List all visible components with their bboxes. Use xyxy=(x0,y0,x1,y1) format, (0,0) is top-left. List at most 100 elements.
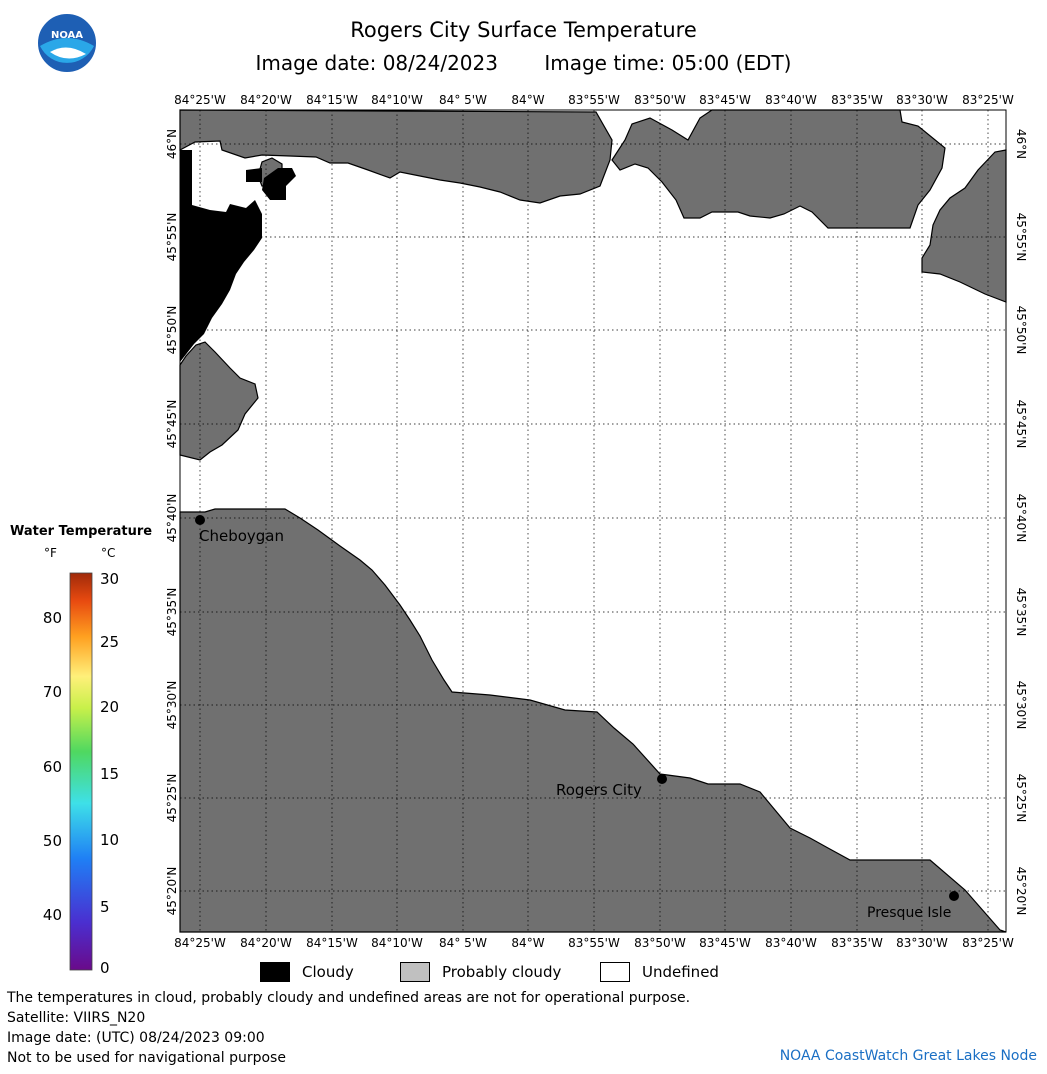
legend-undefined: Undefined xyxy=(600,962,719,982)
city-label: Rogers City xyxy=(556,781,642,799)
legend-label: Undefined xyxy=(642,963,719,981)
lon-label: 84°10'W xyxy=(371,93,423,107)
legend-cloudy: Cloudy xyxy=(260,962,354,982)
colorbar-f-tick: 80 xyxy=(43,609,62,627)
lat-labels-left: 46°N 45°55'N 45°50'N 45°45'N 45°40'N 45°… xyxy=(165,129,179,916)
legend-label: Cloudy xyxy=(302,963,354,981)
lat-label: 45°45'N xyxy=(165,400,179,449)
satellite-text: Satellite: VIIRS_N20 xyxy=(7,1010,146,1026)
map-title: Rogers City Surface Temperature xyxy=(350,18,697,42)
noaa-logo-icon: NOAA xyxy=(36,12,98,74)
land-layer xyxy=(179,109,1007,933)
image-date-label: Image date: 08/24/2023 xyxy=(255,51,498,75)
city-marker-icon xyxy=(949,891,959,901)
lon-label: 83°25'W xyxy=(962,936,1014,950)
lat-label: 45°40'N xyxy=(165,494,179,543)
disclaimer-text: The temperatures in cloud, probably clou… xyxy=(7,990,691,1006)
city-marker-icon xyxy=(657,774,667,784)
land-lower-peninsula xyxy=(179,508,1007,933)
cloud-area xyxy=(180,150,296,362)
land-upper-peninsula xyxy=(179,109,613,204)
lon-labels-top: 84°25'W 84°20'W 84°15'W 84°10'W 84° 5'W … xyxy=(174,93,1014,107)
colorbar-f-tick: 40 xyxy=(43,906,62,924)
land-drummond-east xyxy=(921,149,1007,303)
colorbar-c-ticks: 30 25 20 15 10 5 0 xyxy=(100,570,119,977)
lat-label: 45°25'N xyxy=(1014,774,1028,823)
colorbar-title: Water Temperature xyxy=(10,524,152,539)
city-cheboygan[interactable]: Cheboygan xyxy=(195,515,284,545)
colorbar-c-tick: 15 xyxy=(100,765,119,783)
map-subtitle: Image date: 08/24/2023 Image time: 05:00… xyxy=(0,51,1047,75)
colorbar-f-ticks: 80 70 60 50 40 xyxy=(43,609,62,924)
lon-label: 83°50'W xyxy=(634,93,686,107)
image-time-label: Image time: 05:00 (EDT) xyxy=(544,51,792,75)
legend-swatch-undefined xyxy=(600,962,630,982)
land-bois-blanc-east xyxy=(611,109,946,229)
legend-probably-cloudy: Probably cloudy xyxy=(400,962,561,982)
lat-label: 45°50'N xyxy=(165,306,179,355)
colorbar-c-tick: 25 xyxy=(100,633,119,651)
colorbar-c-tick: 30 xyxy=(100,570,119,588)
lon-label: 83°30'W xyxy=(896,936,948,950)
colorbar-unit-f: °F xyxy=(44,546,57,560)
colorbar-f-tick: 60 xyxy=(43,758,62,776)
colorbar-c-tick: 10 xyxy=(100,831,119,849)
city-rogers-city[interactable]: Rogers City xyxy=(556,774,667,799)
lon-label: 83°40'W xyxy=(765,936,817,950)
lon-label: 83°25'W xyxy=(962,93,1014,107)
colorbar-c-tick: 5 xyxy=(100,898,110,916)
lon-label: 84° 5'W xyxy=(439,936,487,950)
lat-label: 46°N xyxy=(165,129,179,159)
lat-label: 45°55'N xyxy=(165,213,179,262)
lat-label: 45°30'N xyxy=(1014,681,1028,730)
lon-label: 83°40'W xyxy=(765,93,817,107)
land-bois-blanc-island xyxy=(179,341,259,461)
colorbar-c-tick: 20 xyxy=(100,698,119,716)
colorbar-unit-c: °C xyxy=(101,546,115,560)
legend-label: Probably cloudy xyxy=(442,963,562,981)
city-marker-icon xyxy=(195,515,205,525)
lon-label: 84°10'W xyxy=(371,936,423,950)
legend-swatch-cloudy xyxy=(260,962,290,982)
colorbar-c-tick: 0 xyxy=(100,959,110,977)
lon-label: 84°25'W xyxy=(174,936,226,950)
lat-label: 45°25'N xyxy=(165,774,179,823)
lat-label: 45°30'N xyxy=(165,681,179,730)
logo-text: NOAA xyxy=(51,30,83,41)
lat-label: 45°40'N xyxy=(1014,494,1028,543)
lat-label: 45°20'N xyxy=(165,867,179,916)
map-frame xyxy=(179,109,1007,933)
lat-label: 45°35'N xyxy=(165,588,179,637)
lon-label: 83°30'W xyxy=(896,93,948,107)
legend-swatch-probably-cloudy xyxy=(400,962,430,982)
lon-label: 84°15'W xyxy=(306,936,358,950)
lon-label: 84°W xyxy=(511,93,544,107)
lon-label: 83°35'W xyxy=(831,936,883,950)
lon-label: 83°55'W xyxy=(568,93,620,107)
lon-label: 83°50'W xyxy=(634,936,686,950)
lon-label: 83°45'W xyxy=(699,936,751,950)
lon-label: 84°20'W xyxy=(240,936,292,950)
lat-label: 45°35'N xyxy=(1014,588,1028,637)
color-bar: Water Temperature °F °C 80 70 60 50 40 3… xyxy=(10,524,152,977)
noaa-logo: NOAA xyxy=(36,12,98,74)
lon-label: 83°55'W xyxy=(568,936,620,950)
lon-label: 84° 5'W xyxy=(439,93,487,107)
lat-label: 45°50'N xyxy=(1014,306,1028,355)
credit-link[interactable]: NOAA CoastWatch Great Lakes Node xyxy=(779,1048,1037,1064)
lon-label: 84°25'W xyxy=(174,93,226,107)
utc-date-text: Image date: (UTC) 08/24/2023 09:00 xyxy=(7,1030,265,1046)
colorbar-gradient xyxy=(69,572,93,971)
lon-label: 84°15'W xyxy=(306,93,358,107)
city-label: Presque Isle xyxy=(867,905,951,921)
lat-labels-right: 46°N 45°55'N 45°50'N 45°45'N 45°40'N 45°… xyxy=(1014,129,1028,916)
lat-label: 45°45'N xyxy=(1014,400,1028,449)
navigation-warning: Not to be used for navigational purpose xyxy=(7,1050,286,1066)
lon-labels-bottom: 84°25'W 84°20'W 84°15'W 84°10'W 84° 5'W … xyxy=(174,936,1014,950)
city-presque-isle[interactable]: Presque Isle xyxy=(867,891,959,921)
lon-label: 84°W xyxy=(511,936,544,950)
lat-label: 45°55'N xyxy=(1014,213,1028,262)
city-label: Cheboygan xyxy=(199,527,284,545)
colorbar-f-tick: 70 xyxy=(43,683,62,701)
